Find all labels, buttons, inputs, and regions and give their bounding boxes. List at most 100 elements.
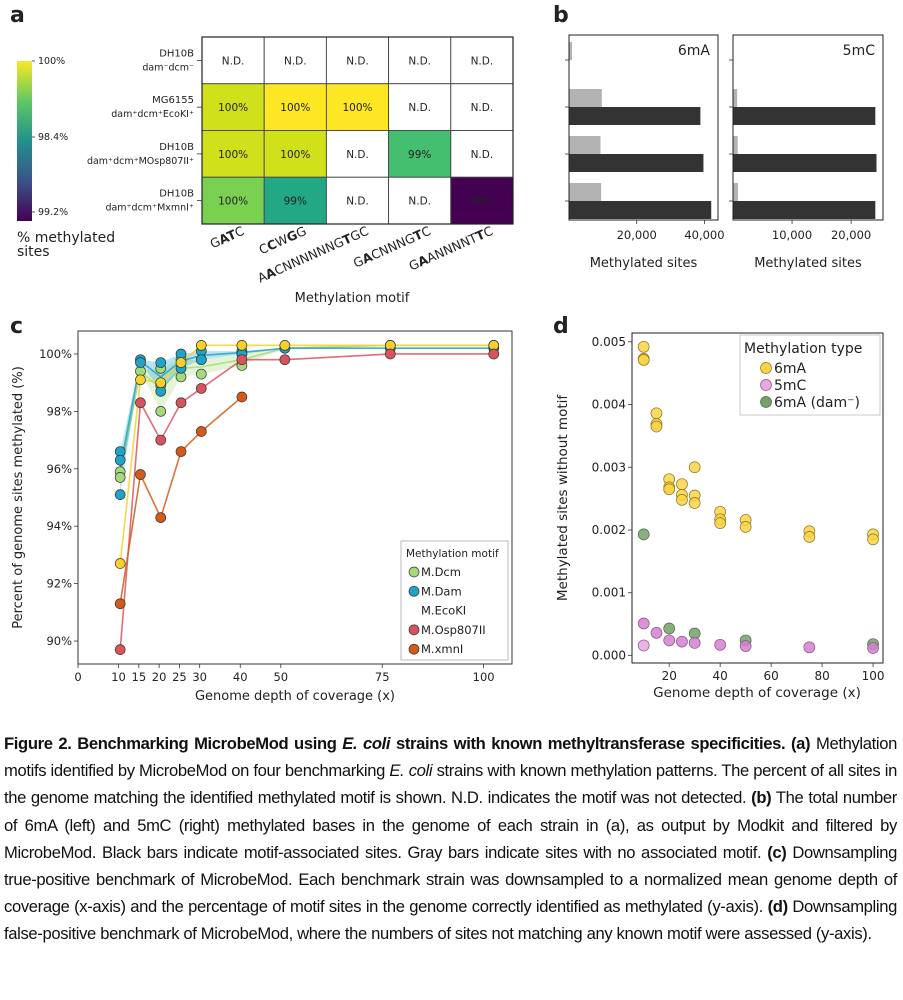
colorbar-tick-label: 100% bbox=[38, 56, 65, 67]
bar-no-motif bbox=[569, 183, 602, 201]
data-point-M.Dam bbox=[155, 357, 167, 368]
subplot-title: 5mC bbox=[843, 43, 876, 59]
heatmap-cell-label: 100% bbox=[218, 196, 248, 208]
caption-segment: strains with known methyltransferase spe… bbox=[390, 734, 786, 753]
legend-marker bbox=[760, 396, 772, 408]
heatmap-cell-label: N.D. bbox=[408, 196, 431, 208]
plot-frame bbox=[631, 332, 884, 664]
y-tick-label: 94% bbox=[46, 519, 72, 533]
heatmap-cell bbox=[450, 130, 514, 178]
data-point-6mA bbox=[637, 354, 650, 366]
x-tick-label: 10 bbox=[111, 670, 126, 684]
x-tick-label: 10,000 bbox=[772, 228, 812, 242]
heatmap-cell-label: N.D. bbox=[346, 55, 369, 67]
x-axis-label: Methylated sites bbox=[754, 256, 862, 271]
data-point-6mA bbox=[676, 494, 688, 506]
y-tick-label: 90% bbox=[46, 634, 72, 648]
heatmap-cell bbox=[450, 83, 514, 131]
legend-box bbox=[400, 540, 509, 661]
data-point-6mA (dam⁻) bbox=[637, 528, 650, 541]
row-label-genotype: dam⁺dcm⁺MxmnI⁺ bbox=[105, 203, 194, 214]
data-point-6mA bbox=[688, 461, 701, 474]
caption-segment: Figure 2. Benchmarking MicrobeMod using bbox=[4, 734, 343, 753]
heatmap-cell bbox=[263, 130, 327, 178]
y-tick-label: 0.001 bbox=[592, 586, 626, 600]
row-label-strain: DH10B bbox=[159, 189, 194, 200]
data-point-M.EcoKI bbox=[236, 340, 248, 351]
data-point-M.xmnI bbox=[135, 469, 146, 480]
column-label-motif: GACNNNGTC bbox=[351, 223, 433, 271]
data-point-5mC bbox=[637, 639, 650, 652]
colorbar bbox=[17, 61, 32, 221]
bar-motif bbox=[569, 201, 712, 219]
heatmap-cell-label: 99% bbox=[284, 196, 307, 208]
data-point-M.Dam bbox=[195, 354, 207, 366]
heatmap-cell-label: 100% bbox=[218, 149, 248, 161]
panel-label: b bbox=[553, 3, 569, 28]
data-point-6mA bbox=[676, 478, 688, 491]
bar-no-motif bbox=[733, 136, 738, 154]
data-point-M.Osp807II bbox=[155, 434, 167, 446]
x-tick-label: 15 bbox=[132, 670, 147, 684]
x-axis-label: Genome depth of coverage (x) bbox=[653, 685, 861, 701]
data-point-M.Dam bbox=[114, 489, 126, 500]
legend-label: 5mC bbox=[774, 378, 807, 394]
x-tick-label: 60 bbox=[763, 669, 778, 683]
legend-marker bbox=[760, 362, 772, 374]
heatmap-cell-label: 100% bbox=[342, 102, 372, 114]
legend-label: 6mA (dam⁻) bbox=[774, 395, 860, 411]
data-point-M.Osp807II bbox=[175, 397, 187, 409]
heatmap-cell-label: 100% bbox=[218, 102, 248, 114]
data-point-5mC bbox=[688, 637, 701, 649]
legend-label: M.xmnI bbox=[421, 642, 463, 656]
heatmap-cell bbox=[388, 83, 452, 131]
data-point-M.EcoKI bbox=[195, 340, 207, 351]
y-tick-label: 0.005 bbox=[592, 335, 626, 349]
data-point-M.Dcm bbox=[114, 472, 126, 483]
y-tick-label: 0.003 bbox=[592, 460, 626, 474]
x-tick-label: 80 bbox=[814, 669, 829, 683]
x-tick-label: 100 bbox=[862, 669, 885, 683]
heatmap-cell bbox=[263, 83, 327, 131]
row-label-genotype: dam⁻dcm⁻ bbox=[142, 62, 194, 73]
caption-segment: The total number of 6mA (left) and 5mC (… bbox=[4, 788, 897, 862]
data-point-6mA bbox=[714, 517, 727, 529]
scatter-chart-panel-d: 20 40 60 80 100 0.000 0.001 0.002 0.003 0.004 0.00… bbox=[555, 332, 885, 701]
data-point-6mA bbox=[650, 420, 663, 433]
data-point-M.Dcm bbox=[155, 406, 167, 417]
x-tick-label: 20 bbox=[662, 669, 677, 683]
bar-no-motif bbox=[569, 136, 601, 154]
heatmap-cell bbox=[201, 130, 265, 178]
data-point-M.EcoKI bbox=[135, 374, 146, 386]
bar-no-motif bbox=[569, 42, 573, 60]
heatmap-border bbox=[201, 36, 514, 225]
colorbar-label-line: sites bbox=[17, 244, 50, 260]
x-tick-label: 50 bbox=[273, 670, 288, 684]
data-point-6mA bbox=[867, 533, 879, 546]
heatmap-cell-label: N.D. bbox=[471, 55, 494, 67]
y-tick-label: 100% bbox=[39, 347, 72, 361]
x-axis-label: Methylated sites bbox=[590, 256, 698, 271]
data-point-M.Osp807II bbox=[195, 383, 207, 394]
legend-title: Methylation type bbox=[744, 341, 862, 357]
heatmap-cell-label: N.D. bbox=[471, 149, 494, 161]
legend-label: M.EcoKI bbox=[421, 604, 466, 618]
heatmap-cell-label: N.D. bbox=[471, 102, 494, 114]
caption-segment: Downsampling true-positive benchmark of … bbox=[4, 842, 897, 917]
data-point-5mC bbox=[650, 627, 663, 639]
data-point-M.Dcm bbox=[195, 368, 207, 380]
subplot-frame bbox=[568, 34, 719, 221]
data-point-6mA bbox=[637, 340, 650, 353]
data-point-5mC bbox=[676, 635, 688, 648]
y-axis-label: Percent of genome sites methylated (%) bbox=[11, 366, 26, 629]
data-point-5mC bbox=[803, 641, 816, 654]
caption-segment: (a) bbox=[785, 734, 811, 753]
heatmap-cell bbox=[325, 83, 390, 131]
y-axis-label: Methylated sites without motif bbox=[555, 394, 571, 601]
heatmap-cell bbox=[263, 176, 327, 225]
column-label-motif: GAANNNNTTC bbox=[407, 223, 496, 274]
panel-label: a bbox=[10, 3, 25, 28]
row-label-genotype: dam⁺dcm⁺EcoKI⁺ bbox=[111, 109, 194, 120]
x-tick-label: 40,000 bbox=[684, 228, 724, 242]
